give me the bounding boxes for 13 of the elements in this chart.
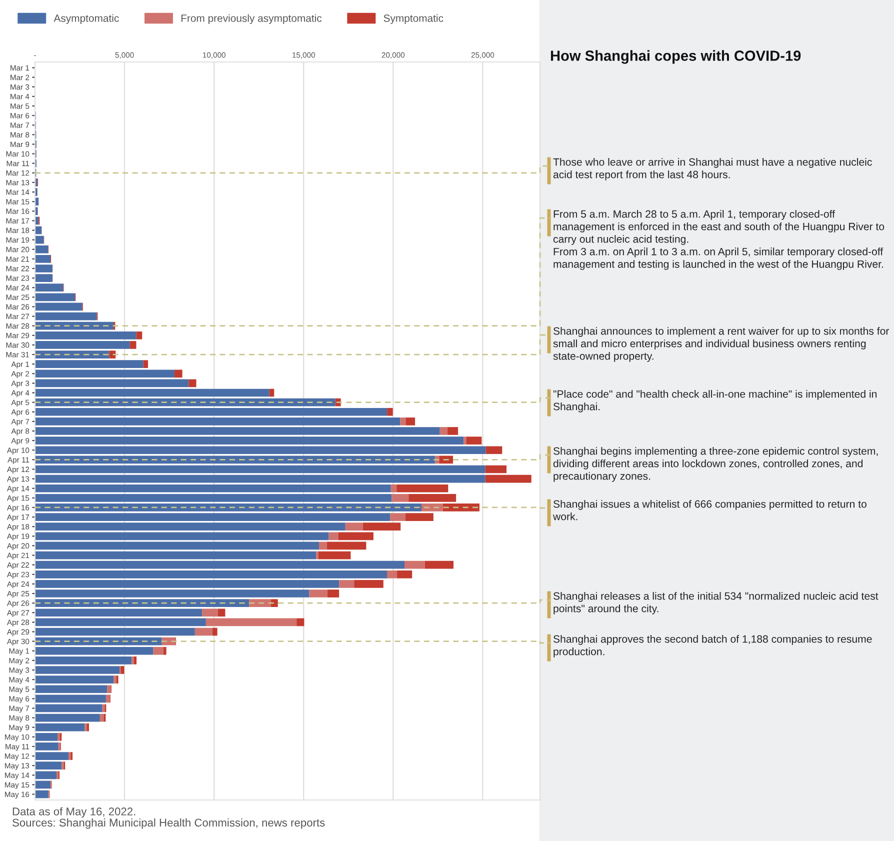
text: Shanghai approves the second batch of 1,188 companies to resume production. xyxy=(553,635,872,658)
text: Shanghai releases a list of the initial 534 "normalized nucleic acid test points" around the city. xyxy=(553,592,878,614)
legend-label: Asymptomatic xyxy=(54,14,119,24)
text: From 5 a.m. March 28 to 5 a.m. April 1, temporary closed-off management is enforced in the east and south of the Huangpu River to carry out nucleic acid testing. From 3 a.m. on April 1 to 3 a.m. on April 5, similar temporary closed-off management and testing is launched in the west of the Huangpu River. xyxy=(553,210,884,270)
legend-label: From previously asymptomatic xyxy=(181,14,322,24)
text: "Place code" and "health check all-in-one machine" is implemented in Shanghai. xyxy=(553,390,877,412)
text: Shanghai begins implementing a three-zone epidemic control system, dividing different areas into lockdown zones, controlled zones, and precautionary zones. xyxy=(553,447,878,482)
text: Shanghai announces to implement a rent waiver for up to six months for small and micro enterprises and individual business owners renting state-owned property. xyxy=(553,327,890,362)
text: How Shanghai copes with COVID-19 xyxy=(550,50,801,64)
text: Data as of May 16, 2022. Sources: Shanghai Municipal Health Commission, news reports xyxy=(12,807,325,829)
text: Those who leave or arrive in Shanghai must have a negative nucleic acid test report from the last 48 hours. xyxy=(553,158,872,180)
legend-label: Symptomatic xyxy=(384,14,444,24)
text: Shanghai issues a whitelist of 666 companies permitted to return to work. xyxy=(552,500,866,520)
